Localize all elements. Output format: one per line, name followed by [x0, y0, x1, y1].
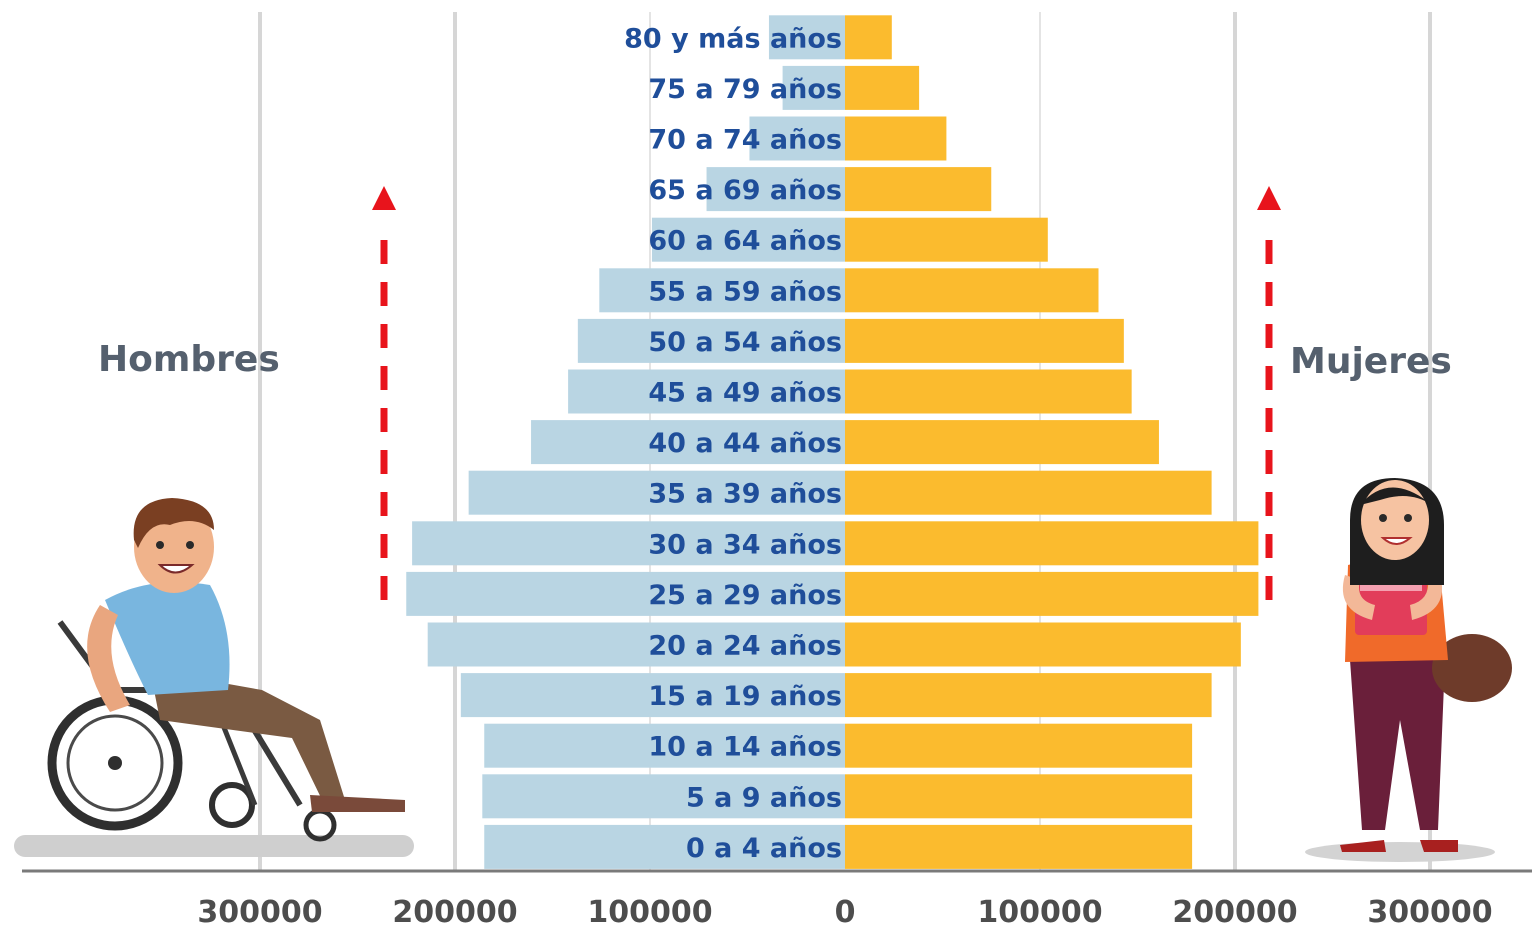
arrow-up-icon-left — [372, 186, 396, 600]
age-group-label: 70 a 74 años — [648, 125, 842, 156]
bar-hombres — [568, 369, 845, 414]
bar-mujeres — [845, 622, 1241, 667]
hombres-label: Hombres — [98, 339, 280, 380]
bar-mujeres — [845, 470, 1212, 515]
bar-hombres — [460, 673, 845, 718]
bar-hombres — [651, 217, 845, 262]
bar-hombres — [782, 65, 845, 110]
age-group-label: 0 a 4 años — [686, 833, 842, 864]
age-group-label: 30 a 34 años — [648, 529, 842, 560]
bar-hombres — [468, 470, 845, 515]
bar-mujeres — [845, 673, 1212, 718]
bar-hombres — [706, 167, 845, 212]
bar-hombres — [484, 824, 845, 869]
age-group-label: 10 a 14 años — [648, 732, 842, 763]
bar-mujeres — [845, 15, 892, 60]
bar-mujeres — [845, 318, 1124, 363]
bar-hombres — [768, 15, 845, 60]
man-in-wheelchair-illustration — [14, 498, 414, 857]
age-group-label: 35 a 39 años — [648, 479, 842, 510]
bar-mujeres — [845, 167, 992, 212]
bar-mujeres — [845, 268, 1099, 313]
bar-mujeres — [845, 521, 1259, 566]
x-tick-label: 200000 — [392, 895, 517, 925]
age-group-label: 5 a 9 años — [686, 782, 842, 813]
bar-hombres — [406, 571, 845, 616]
age-group-label: 15 a 19 años — [648, 681, 842, 712]
x-tick-label: 200000 — [1172, 895, 1297, 925]
x-tick-label: 300000 — [1367, 895, 1492, 925]
bar-hombres — [531, 420, 845, 465]
x-tick-label: 100000 — [587, 895, 712, 925]
age-labels: 80 y más años 75 a 79 años 70 a 74 años 65 … — [624, 23, 842, 864]
age-group-label: 60 a 64 años — [648, 226, 842, 257]
mujeres-label: Mujeres — [1290, 341, 1452, 382]
bar-hombres — [484, 723, 845, 768]
bar-mujeres — [845, 116, 947, 161]
bar-mujeres — [845, 65, 920, 110]
age-group-label: 80 y más años — [624, 23, 842, 54]
bar-hombres — [749, 116, 845, 161]
bar-mujeres — [845, 824, 1193, 869]
bar-mujeres — [845, 723, 1193, 768]
bar-hombres — [482, 774, 845, 819]
bar-mujeres — [845, 369, 1132, 414]
age-group-label: 55 a 59 años — [648, 276, 842, 307]
woman-illustration — [1305, 478, 1512, 862]
bar-hombres — [412, 521, 845, 566]
x-tick-label: 100000 — [977, 895, 1102, 925]
age-group-label: 75 a 79 años — [648, 74, 842, 105]
x-axis-ticks: 300000 200000 100000 0 100000 200000 300000 — [197, 895, 1492, 925]
bars — [406, 15, 1259, 869]
x-tick-label: 0 — [835, 895, 856, 925]
bar-mujeres — [845, 217, 1048, 262]
age-group-label: 65 a 69 años — [648, 175, 842, 206]
age-group-label: 45 a 49 años — [648, 378, 842, 409]
bar-hombres — [599, 268, 845, 313]
bar-hombres — [427, 622, 845, 667]
x-tick-label: 300000 — [197, 895, 322, 925]
age-group-label: 50 a 54 años — [648, 327, 842, 358]
bar-mujeres — [845, 774, 1193, 819]
age-group-label: 20 a 24 años — [648, 631, 842, 662]
age-group-label: 25 a 29 años — [648, 580, 842, 611]
bar-hombres — [577, 318, 845, 363]
arrow-up-icon-right — [1257, 186, 1281, 600]
bar-mujeres — [845, 420, 1159, 465]
age-group-label: 40 a 44 años — [648, 428, 842, 459]
bar-mujeres — [845, 571, 1259, 616]
